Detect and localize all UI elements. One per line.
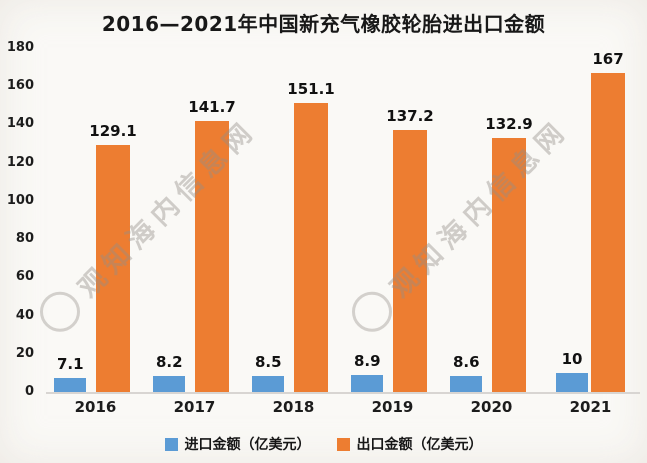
export-bar-2017 — [194, 121, 229, 392]
y-axis-tick: 120 — [6, 154, 34, 170]
import-bar-2018 — [252, 375, 285, 392]
bar-value-label: 129.1 — [89, 122, 137, 141]
bar-col-import-2021: 10 — [556, 350, 588, 392]
bar-col-import-2018: 8.5 — [252, 352, 285, 392]
bar-value-label: 8.2 — [155, 353, 183, 372]
plot-area: 7.1 129.1 8.2 141.7 8.5 151.1 8.9 137.2 8.6 132.9… — [46, 48, 640, 394]
bar-col-export-2021: 167 — [591, 50, 625, 392]
bar-col-export-2020: 132.9 — [485, 115, 533, 392]
bar-value-label: 10 — [561, 349, 583, 368]
bar-group-2016: 7.1 129.1 — [46, 122, 145, 392]
legend-label: 进口金额（亿美元） — [184, 437, 311, 453]
y-axis-tick: 0 — [24, 384, 34, 399]
x-axis-label-2018: 2018 — [272, 398, 315, 416]
bar-col-import-2020: 8.6 — [450, 352, 483, 392]
y-axis-tick: 20 — [15, 345, 34, 361]
bar-value-label: 132.9 — [485, 115, 533, 134]
export-bar-2016 — [95, 145, 130, 392]
import-bar-2019 — [351, 375, 384, 392]
import-bar-2021 — [556, 372, 588, 392]
bar-value-label: 8.9 — [353, 352, 381, 370]
bar-value-label: 137.2 — [386, 106, 434, 125]
y-axis-tick: 100 — [6, 192, 34, 208]
bar-col-import-2016: 7.1 — [54, 355, 87, 392]
y-axis-tick: 180 — [6, 40, 34, 55]
legend-label: 出口金额（亿美元） — [356, 437, 483, 453]
export-bar-2018 — [293, 103, 328, 392]
bar-value-label: 8.5 — [254, 352, 282, 371]
bar-group-2018: 8.5 151.1 — [244, 80, 343, 392]
bar-value-label: 167 — [592, 49, 624, 68]
bar-group-2019: 8.9 137.2 — [343, 107, 442, 392]
legend-item-export: 出口金额（亿美元） — [336, 434, 483, 454]
y-axis: 0 20 40 60 80 100 120 140 160 180 — [0, 40, 42, 399]
y-axis-tick: 60 — [15, 269, 34, 285]
export-bar-2020 — [491, 138, 526, 392]
bar-value-label: 151.1 — [287, 80, 335, 99]
bar-group-2021: 10 167 — [541, 50, 640, 392]
y-axis-tick: 40 — [15, 307, 34, 323]
x-axis-label-2019: 2019 — [371, 398, 414, 416]
x-axis-label-2016: 2016 — [74, 398, 117, 416]
bar-value-label: 7.1 — [56, 355, 84, 374]
import-bar-2016 — [54, 378, 87, 392]
import-bar-2020 — [450, 375, 483, 392]
bar-col-import-2019: 8.9 — [351, 352, 384, 392]
import-bar-2017 — [153, 376, 186, 392]
x-axis-label-2021: 2021 — [569, 398, 612, 416]
bar-col-import-2017: 8.2 — [153, 353, 186, 392]
chart-title: 2016—2021年中国新充气橡胶轮胎进出口金额 — [101, 12, 546, 36]
export-bar-2021 — [591, 72, 625, 392]
legend-swatch-icon — [336, 437, 350, 451]
export-bar-2019 — [392, 129, 427, 392]
bar-col-export-2018: 151.1 — [287, 80, 335, 392]
y-axis-tick: 140 — [6, 116, 34, 132]
x-axis: 2016 2017 2018 2019 2020 2021 — [46, 398, 640, 416]
legend: 进口金额（亿美元） 出口金额（亿美元） — [0, 434, 647, 454]
bar-col-export-2017: 141.7 — [188, 98, 236, 392]
x-axis-label-2020: 2020 — [470, 398, 513, 416]
bar-group-2020: 8.6 132.9 — [442, 115, 541, 392]
bar-col-export-2016: 129.1 — [89, 122, 137, 392]
bar-value-label: 141.7 — [188, 98, 236, 117]
y-axis-tick: 80 — [15, 231, 34, 247]
y-axis-tick: 160 — [6, 78, 34, 94]
x-axis-label-2017: 2017 — [173, 398, 216, 416]
bar-group-2017: 8.2 141.7 — [145, 98, 244, 392]
legend-swatch-icon — [164, 437, 178, 451]
legend-item-import: 进口金额（亿美元） — [164, 434, 311, 454]
bar-col-export-2019: 137.2 — [386, 106, 434, 392]
bar-value-label: 8.6 — [452, 352, 480, 371]
